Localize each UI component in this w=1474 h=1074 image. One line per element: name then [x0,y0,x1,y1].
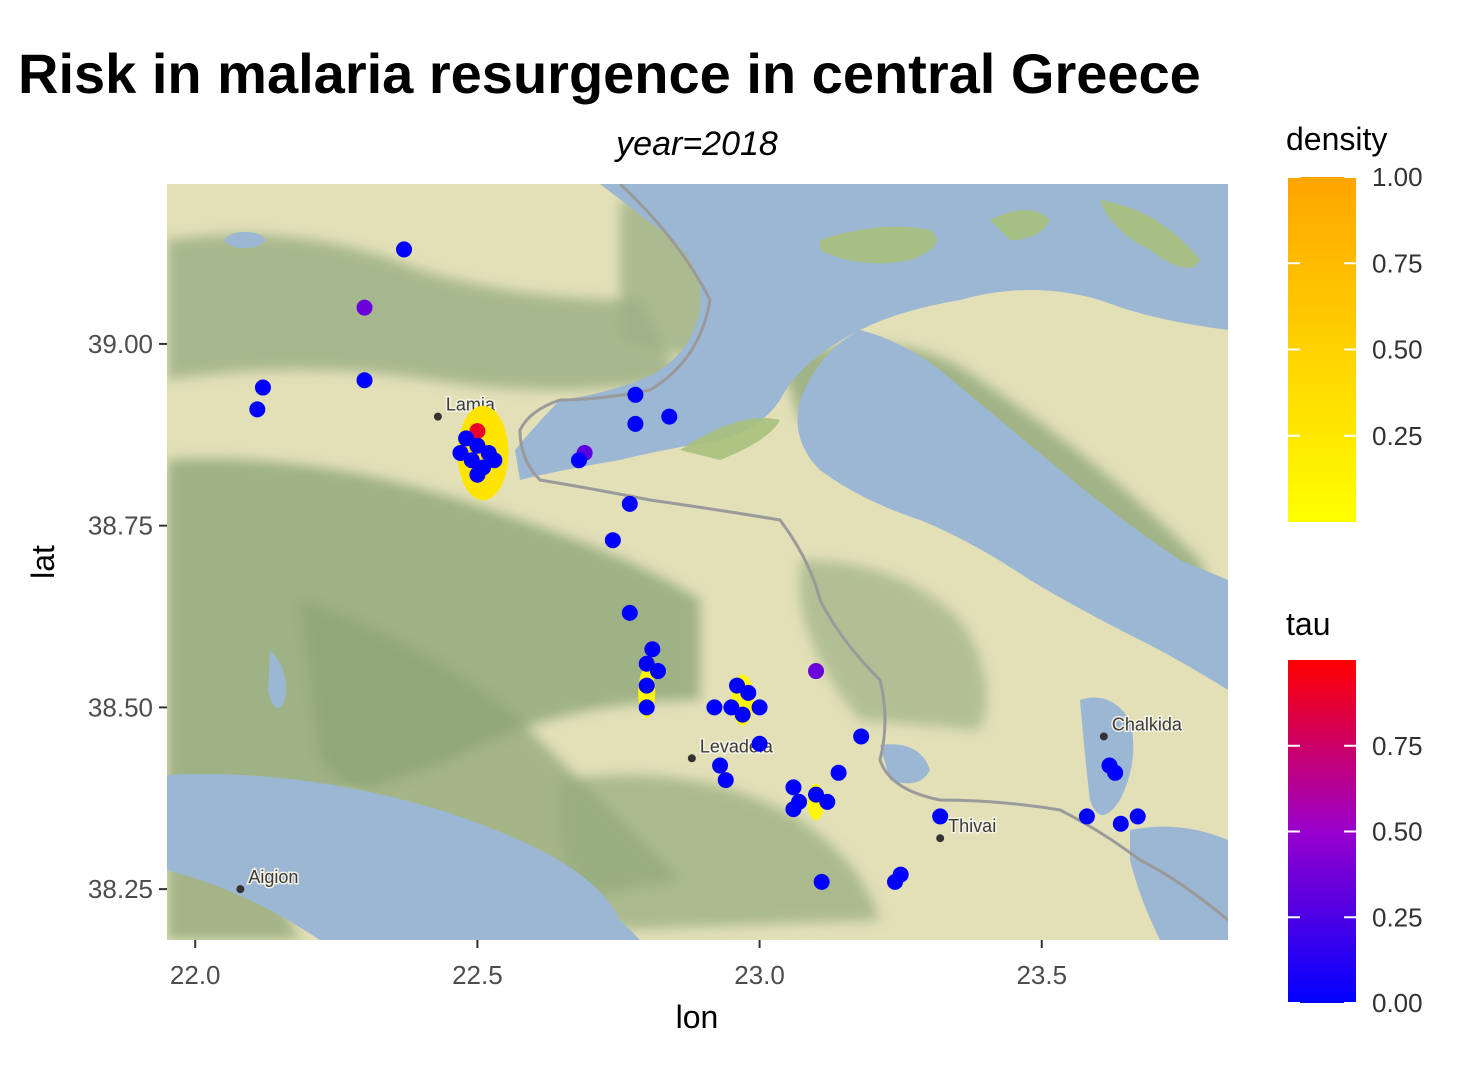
data-point [627,386,644,403]
data-point [469,466,486,483]
x-axis: 22.0 22.5 23.0 23.5 [170,940,1067,990]
legend-label-tau: 0.00 [1372,988,1423,1018]
data-point [830,764,847,781]
data-point [649,663,666,680]
data-point [813,873,830,890]
legends: density 1.00 0.75 0.50 0.25 tau 0.75 0.50 0.25 0.… [1286,121,1423,1018]
data-point [254,379,271,396]
data-point [785,779,802,796]
data-point [621,604,638,621]
data-point [717,772,734,789]
data-point [396,241,413,258]
chart-subtitle: year=2018 [614,125,778,163]
y-axis-title: lat [25,545,61,579]
data-point [734,706,751,723]
place-label: Thivai [948,816,996,836]
data-point [638,677,655,694]
place-marker [1099,732,1108,741]
y-tick-label: 38.25 [88,874,153,904]
place-label: Aigion [248,867,298,887]
y-tick-label: 38.75 [88,511,153,541]
data-point [644,641,661,658]
x-tick-label: 22.5 [452,960,503,990]
x-axis-title: lon [676,999,719,1035]
legend-label-density: 0.25 [1372,421,1423,451]
data-point [706,699,723,716]
tau-points [249,241,1146,890]
data-point [1107,764,1124,781]
legend-label-tau: 0.25 [1372,902,1423,932]
place-marker [687,754,696,763]
data-point [570,452,587,469]
data-point [751,735,768,752]
data-point [604,532,621,549]
x-tick-label: 23.5 [1016,960,1067,990]
data-point [932,808,949,825]
x-tick-label: 23.0 [734,960,785,990]
islands [680,200,1200,460]
legend-label-tau: 0.75 [1372,731,1423,761]
data-point [486,452,503,469]
x-tick-label: 22.0 [170,960,221,990]
legend-label-density: 0.75 [1372,248,1423,278]
terrain-basemap [167,184,1228,940]
data-point [892,866,909,883]
place-marker [433,412,442,421]
chart-title: Risk in malaria resurgence in central Gr… [18,42,1201,105]
data-point [853,728,870,745]
data-point [249,401,266,418]
data-point [621,495,638,512]
data-point [1129,808,1146,825]
legend-title-tau: tau [1286,606,1330,642]
y-axis: 38.25 38.50 38.75 39.00 [88,329,167,904]
data-point [751,699,768,716]
place-marker [936,834,945,843]
legend-label-density: 0.50 [1372,335,1423,365]
data-point [1078,808,1095,825]
water-bodies [167,184,1228,940]
data-point [819,793,836,810]
data-point [1112,815,1129,832]
data-point [740,684,757,701]
highway-road [518,184,1228,922]
data-point [638,699,655,716]
data-point [356,299,373,316]
data-point [785,801,802,818]
legend-title-density: density [1286,121,1387,157]
place-label: Chalkida [1112,714,1183,734]
data-point [661,408,678,425]
legend-label-tau: 0.50 [1372,817,1423,847]
data-point [808,663,825,680]
data-point [356,372,373,389]
y-tick-label: 38.50 [88,692,153,722]
y-tick-label: 39.00 [88,329,153,359]
place-marker [236,885,245,894]
legend-label-density: 1.00 [1372,162,1423,192]
data-point [627,415,644,432]
data-point [452,444,469,461]
data-point [712,757,729,774]
